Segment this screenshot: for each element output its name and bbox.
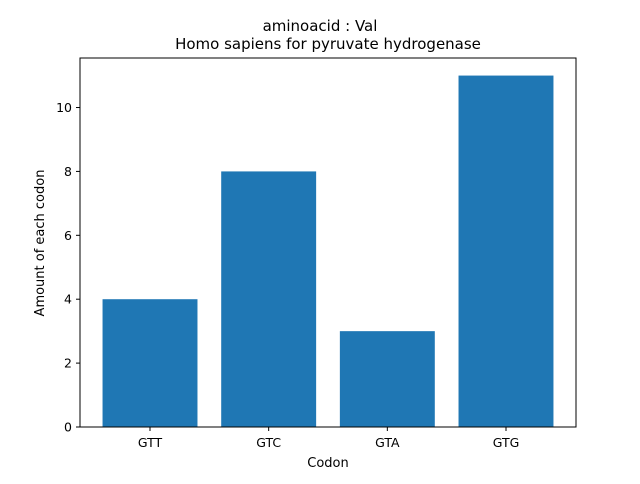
axes-layer: 0 2 4 6 8 10 GTT GTC GTA GTG xyxy=(56,57,577,450)
y-axis-label: Amount of each codon xyxy=(33,170,48,317)
x-tick-label-gta: GTA xyxy=(375,435,400,450)
chart-title-line2: Homo sapiens for pyruvate hydrogenase xyxy=(175,35,481,53)
y-tick-label-8: 8 xyxy=(64,164,72,179)
x-tick-label-gtg: GTG xyxy=(493,435,520,450)
bar-gtc xyxy=(221,171,317,427)
y-tick-label-0: 0 xyxy=(64,420,72,435)
y-tick-label-2: 2 xyxy=(64,356,72,371)
bars-layer xyxy=(102,75,554,428)
chart-title-line1: aminoacid : Val xyxy=(263,17,378,35)
x-tick-label-gtt: GTT xyxy=(138,435,163,450)
bar-gtg xyxy=(458,75,554,428)
y-tick-label-6: 6 xyxy=(64,228,72,243)
plot-frame xyxy=(79,57,577,428)
y-tick-label-10: 10 xyxy=(56,100,72,115)
x-axis-label: Codon xyxy=(307,456,348,471)
x-tick-label-gtc: GTC xyxy=(256,435,281,450)
y-tick-label-4: 4 xyxy=(64,292,72,307)
bar-gtt xyxy=(102,299,198,427)
bar-gta xyxy=(339,331,435,427)
